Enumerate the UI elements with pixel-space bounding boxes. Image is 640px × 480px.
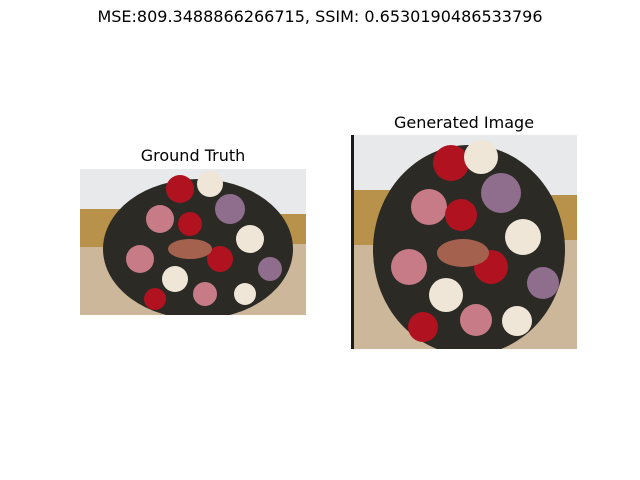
generated-image-title: Generated Image bbox=[393, 113, 535, 132]
figure-title: MSE:809.3488866266715, SSIM: 0.653019048… bbox=[97, 7, 543, 26]
ground-truth-image bbox=[80, 169, 306, 315]
generated-photo-drawing bbox=[351, 135, 577, 349]
ground-truth-photo-drawing bbox=[80, 169, 306, 315]
ground-truth-title: Ground Truth bbox=[140, 146, 246, 165]
generated-image bbox=[351, 135, 577, 349]
